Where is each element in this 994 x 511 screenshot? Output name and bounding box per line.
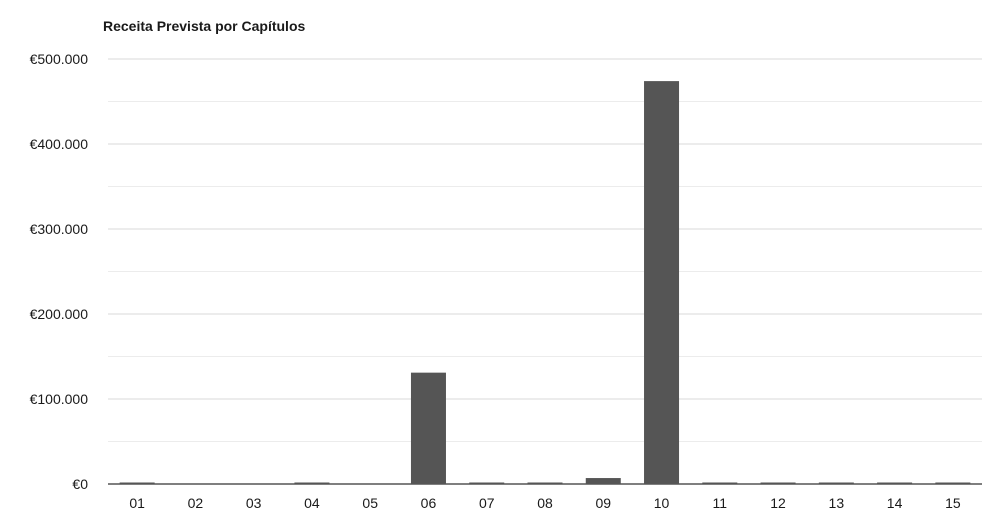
x-tick-label: 05 bbox=[362, 495, 378, 511]
x-tick-label: 15 bbox=[945, 495, 961, 511]
bar bbox=[877, 482, 913, 484]
bar bbox=[469, 482, 505, 484]
bar bbox=[818, 482, 854, 484]
chart-title: Receita Prevista por Capítulos bbox=[103, 18, 306, 34]
x-tick-label: 13 bbox=[829, 495, 845, 511]
x-tick-label: 04 bbox=[304, 495, 320, 511]
y-tick-label: €300.000 bbox=[30, 221, 89, 237]
x-tick-label: 11 bbox=[713, 495, 728, 511]
x-tick-label: 12 bbox=[770, 495, 786, 511]
x-tick-label: 06 bbox=[421, 495, 437, 511]
x-tick-label: 09 bbox=[595, 495, 611, 511]
y-tick-label: €0 bbox=[72, 476, 88, 492]
x-tick-label: 02 bbox=[188, 495, 204, 511]
bar bbox=[702, 482, 738, 484]
x-tick-label: 14 bbox=[887, 495, 903, 511]
y-tick-label: €200.000 bbox=[30, 306, 89, 322]
bar bbox=[585, 478, 621, 484]
bar bbox=[527, 482, 563, 484]
x-tick-label: 01 bbox=[129, 495, 145, 511]
y-tick-label: €400.000 bbox=[30, 136, 89, 152]
x-tick-label: 10 bbox=[654, 495, 670, 511]
bar bbox=[410, 372, 446, 484]
x-tick-label: 03 bbox=[246, 495, 262, 511]
y-tick-label: €100.000 bbox=[30, 391, 89, 407]
x-tick-label: 07 bbox=[479, 495, 495, 511]
bar bbox=[119, 482, 155, 484]
bar bbox=[294, 482, 330, 484]
bar bbox=[644, 81, 680, 484]
bar bbox=[760, 482, 796, 484]
y-tick-label: €500.000 bbox=[30, 51, 89, 67]
x-tick-label: 08 bbox=[537, 495, 553, 511]
bar bbox=[935, 482, 971, 484]
